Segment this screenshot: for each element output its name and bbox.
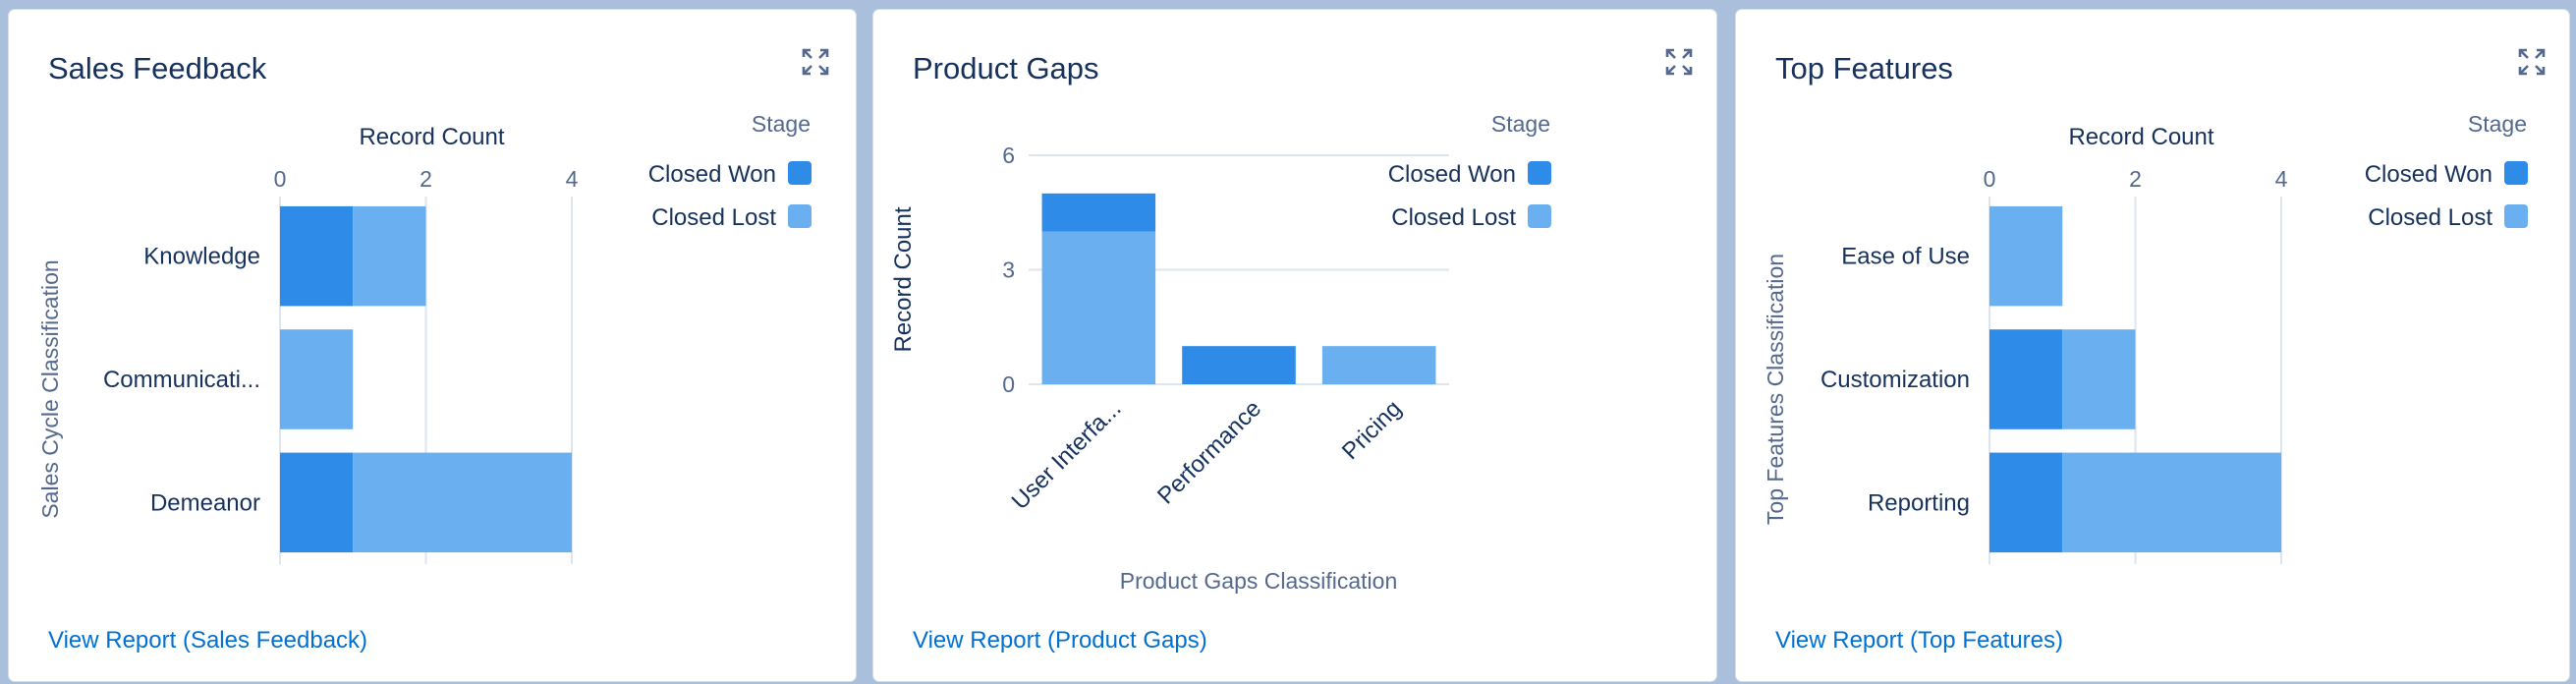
product-gaps-chart: 0 3 6 User Interfa... Performance Pricing Reco… — [890, 111, 1551, 594]
legend-swatch-closed-lost — [2504, 204, 2528, 228]
dashboard-card-product-gaps: Product Gaps 0 3 6 User Interfa... Performan… — [872, 9, 1717, 682]
bar-closed-lost — [2062, 329, 2136, 429]
y-category-label: Communicati... — [103, 367, 260, 393]
y-category-label: Ease of Use — [1841, 244, 1970, 270]
legend-swatch-closed-won — [2504, 161, 2528, 185]
expand-icon[interactable] — [1664, 47, 1694, 77]
legend-item-label: Closed Lost — [2368, 204, 2492, 231]
legend-swatch-closed-lost — [1528, 204, 1551, 228]
legend-item-label: Closed Won — [1388, 161, 1516, 188]
y-category-label: Customization — [1820, 367, 1970, 393]
x-category-label: Performance — [1152, 395, 1266, 509]
x-axis-title: Record Count — [359, 124, 504, 150]
y-tick-label: 6 — [1002, 142, 1015, 168]
x-axis-title: Record Count — [2068, 124, 2213, 150]
legend-title: Stage — [1491, 111, 1550, 137]
card-title: Product Gaps — [913, 51, 1099, 86]
bar-closed-won — [280, 452, 354, 553]
view-report-link[interactable]: View Report (Product Gaps) — [913, 627, 1207, 654]
y-axis-title: Top Features Classification — [1763, 254, 1788, 525]
y-axis-title: Record Count — [890, 206, 917, 352]
bar-closed-lost — [1041, 231, 1156, 384]
y-axis-title: Sales Cycle Classification — [37, 259, 63, 518]
x-axis-title: Product Gaps Classification — [1120, 568, 1398, 594]
legend-item-label: Closed Lost — [651, 204, 776, 231]
legend-swatch-closed-won — [1528, 161, 1551, 185]
x-tick-label: 0 — [274, 166, 287, 192]
card-title: Top Features — [1775, 51, 1953, 86]
legend-swatch-closed-lost — [788, 204, 812, 228]
bar-closed-won — [1182, 346, 1296, 384]
bar-closed-lost — [280, 329, 354, 429]
bar-closed-lost — [1321, 346, 1436, 384]
dashboard-card-top-features: Top Features Record Count 0 2 4 Ease of Use C… — [1735, 9, 2570, 682]
bar-closed-lost — [1989, 205, 2063, 307]
x-tick-label: 4 — [2275, 166, 2288, 192]
x-tick-label: 2 — [2129, 166, 2142, 192]
legend-swatch-closed-won — [788, 161, 812, 185]
x-tick-label: 2 — [420, 166, 432, 192]
x-tick-label: 4 — [566, 166, 579, 192]
bar-closed-won — [280, 205, 354, 307]
legend-item-label: Closed Won — [648, 161, 776, 188]
y-category-label: Demeanor — [150, 489, 260, 516]
x-tick-label: 0 — [1984, 166, 1996, 192]
view-report-link[interactable]: View Report (Top Features) — [1775, 627, 2064, 654]
expand-icon[interactable] — [2517, 47, 2547, 77]
view-report-link[interactable]: View Report (Sales Feedback) — [48, 627, 368, 654]
y-category-label: Knowledge — [143, 244, 260, 270]
bar-closed-won — [1989, 329, 2063, 429]
bar-closed-lost — [353, 452, 572, 553]
y-tick-label: 0 — [1002, 371, 1015, 397]
legend-item-label: Closed Lost — [1391, 204, 1516, 231]
bar-closed-lost — [2062, 452, 2281, 553]
bar-closed-lost — [353, 205, 426, 307]
card-title: Sales Feedback — [48, 51, 267, 86]
dashboard-card-sales-feedback: Sales Feedback Record Count 0 2 4 Knowledge C… — [8, 9, 857, 682]
x-category-label: User Interfa... — [1007, 395, 1127, 515]
legend-item-label: Closed Won — [2365, 161, 2492, 188]
legend-title: Stage — [752, 111, 811, 137]
y-category-label: Reporting — [1868, 489, 1970, 516]
x-category-label: Pricing — [1337, 395, 1407, 465]
sales-feedback-chart: Record Count 0 2 4 Knowledge Communicati... De… — [37, 111, 812, 564]
bar-closed-won — [1989, 452, 2063, 553]
expand-icon[interactable] — [801, 47, 830, 77]
legend-title: Stage — [2468, 111, 2527, 137]
bar-closed-won — [1041, 193, 1156, 232]
top-features-chart: Record Count 0 2 4 Ease of Use Customization R… — [1763, 111, 2528, 564]
y-tick-label: 3 — [1002, 257, 1015, 283]
